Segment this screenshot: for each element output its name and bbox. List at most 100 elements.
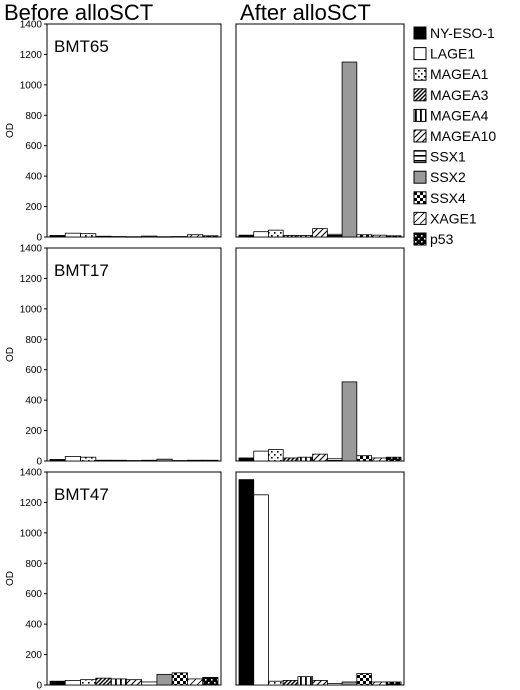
y-tick-label: 800 xyxy=(25,111,42,122)
bar-BMT65-after-MAGEA10 xyxy=(312,228,328,238)
legend-label: SSX4 xyxy=(430,190,466,206)
y-tick-label: 1200 xyxy=(20,50,43,61)
y-tick-label: 600 xyxy=(25,365,42,376)
bar-BMT47-after-LAGE1 xyxy=(253,494,269,686)
bar-BMT17-after-MAGEA1 xyxy=(268,449,284,462)
legend-label: SSX2 xyxy=(430,169,466,185)
bar-BMT17-before-MAGEA4 xyxy=(110,459,127,462)
legend-swatch-MAGEA4 xyxy=(413,108,427,122)
y-tick-label: 1000 xyxy=(20,304,43,315)
bar-BMT65-after-SSX1 xyxy=(326,233,343,238)
y-tick-label: 800 xyxy=(25,559,42,570)
bar-BMT47-before-NY-ESO-1 xyxy=(49,680,66,686)
panel-label: BMT47 xyxy=(54,485,109,504)
legend-swatch-NY-ESO-1 xyxy=(413,26,427,40)
legend-swatch-SSX4 xyxy=(413,191,427,205)
bar-BMT17-after-MAGEA3 xyxy=(282,457,299,462)
bar-BMT47-after-NY-ESO-1 xyxy=(238,479,255,686)
bar-BMT47-after-p53 xyxy=(385,681,402,686)
bar-BMT17-after-XAGE1 xyxy=(371,457,387,462)
bar-BMT17-before-SSX2 xyxy=(156,458,173,462)
legend-swatch-MAGEA3 xyxy=(413,88,427,102)
bar-BMT17-before-MAGEA1 xyxy=(80,456,97,462)
bar-BMT65-after-LAGE1 xyxy=(253,231,269,238)
bar-BMT47-before-SSX2 xyxy=(156,673,173,686)
y-tick-label: 800 xyxy=(25,335,42,346)
bar-BMT47-after-SSX2 xyxy=(341,681,358,686)
bar-BMT17-before-SSX4 xyxy=(171,460,188,462)
bar-BMT65-after-XAGE1 xyxy=(371,234,387,238)
bar-BMT17-before-NY-ESO-1 xyxy=(49,459,66,462)
legend-label: NY-ESO-1 xyxy=(430,25,495,41)
bar-BMT65-after-NY-ESO-1 xyxy=(238,234,255,238)
legend-swatch-LAGE1 xyxy=(413,47,427,61)
panel-frame-BMT65-before xyxy=(46,23,222,238)
y-axis-label: OD xyxy=(5,571,16,586)
bar-BMT65-after-MAGEA1 xyxy=(268,229,284,238)
column-title-0: Before alloSCT xyxy=(4,0,153,25)
panel-frame-BMT17-after xyxy=(235,247,405,462)
y-tick-label: 1400 xyxy=(20,244,43,255)
legend-label: SSX1 xyxy=(430,149,466,165)
y-tick-label: 0 xyxy=(36,233,42,244)
y-tick-label: 1000 xyxy=(20,80,43,91)
y-tick-label: 1000 xyxy=(20,528,43,539)
y-tick-label: 1200 xyxy=(20,274,43,285)
bar-BMT17-before-p53 xyxy=(202,459,219,462)
bar-BMT65-before-SSX2 xyxy=(156,236,173,238)
legend-swatch-MAGEA1 xyxy=(413,67,427,81)
bar-BMT65-before-SSX1 xyxy=(141,235,158,238)
legend-label: XAGE1 xyxy=(430,210,477,226)
bar-BMT47-after-MAGEA4 xyxy=(297,676,314,686)
y-tick-label: 200 xyxy=(25,202,42,213)
bar-BMT17-after-LAGE1 xyxy=(253,450,269,462)
bar-BMT17-before-MAGEA10 xyxy=(125,460,143,462)
bar-BMT47-before-MAGEA1 xyxy=(80,679,97,686)
y-tick-label: 400 xyxy=(25,396,42,407)
bar-BMT47-before-LAGE1 xyxy=(64,680,81,686)
bar-BMT47-before-SSX4 xyxy=(171,672,188,686)
legend-label: MAGEA1 xyxy=(430,66,489,82)
bar-BMT17-after-p53 xyxy=(385,456,402,462)
panel-label: BMT65 xyxy=(54,37,109,56)
y-tick-label: 200 xyxy=(25,650,42,661)
legend-swatch-SSX1 xyxy=(413,150,427,164)
bar-BMT47-after-MAGEA10 xyxy=(312,680,328,686)
bar-BMT17-after-NY-ESO-1 xyxy=(238,457,255,462)
y-tick-label: 1200 xyxy=(20,498,43,509)
legend-label: MAGEA10 xyxy=(430,128,496,144)
y-tick-label: 600 xyxy=(25,589,42,600)
bar-BMT65-before-LAGE1 xyxy=(64,232,81,238)
bar-BMT65-after-SSX2 xyxy=(341,61,358,238)
bar-BMT47-before-MAGEA10 xyxy=(125,679,143,686)
bar-BMT65-before-p53 xyxy=(202,235,219,238)
bar-BMT47-after-SSX1 xyxy=(326,683,343,686)
bar-BMT65-before-MAGEA1 xyxy=(80,233,97,238)
y-tick-label: 600 xyxy=(25,141,42,152)
bar-BMT17-before-XAGE1 xyxy=(187,459,204,462)
legend-swatch-p53 xyxy=(413,232,427,246)
bar-BMT47-after-MAGEA1 xyxy=(268,680,284,686)
bar-BMT65-before-MAGEA3 xyxy=(95,235,112,238)
bar-BMT17-before-SSX1 xyxy=(141,459,158,462)
bar-BMT17-after-SSX4 xyxy=(356,455,372,462)
bar-BMT17-after-MAGEA10 xyxy=(312,453,328,462)
bar-BMT65-after-MAGEA3 xyxy=(282,235,299,238)
bar-BMT17-after-SSX1 xyxy=(326,458,343,462)
bar-BMT65-after-MAGEA4 xyxy=(297,235,314,238)
legend-label: p53 xyxy=(430,231,454,247)
bar-BMT65-after-SSX4 xyxy=(356,234,372,238)
bar-BMT47-before-SSX1 xyxy=(141,681,158,686)
bar-BMT17-before-LAGE1 xyxy=(64,456,81,462)
bar-BMT47-after-SSX4 xyxy=(356,673,372,686)
y-tick-label: 1400 xyxy=(20,468,43,479)
column-title-1: After alloSCT xyxy=(240,0,371,25)
bar-BMT65-before-XAGE1 xyxy=(187,234,204,238)
legend-label: MAGEA3 xyxy=(430,87,489,103)
bar-BMT17-before-MAGEA3 xyxy=(95,459,112,462)
bar-BMT65-before-NY-ESO-1 xyxy=(49,235,66,238)
bar-BMT65-before-MAGEA4 xyxy=(110,236,127,238)
y-tick-label: 0 xyxy=(36,681,42,690)
bar-BMT17-after-SSX2 xyxy=(341,381,358,462)
